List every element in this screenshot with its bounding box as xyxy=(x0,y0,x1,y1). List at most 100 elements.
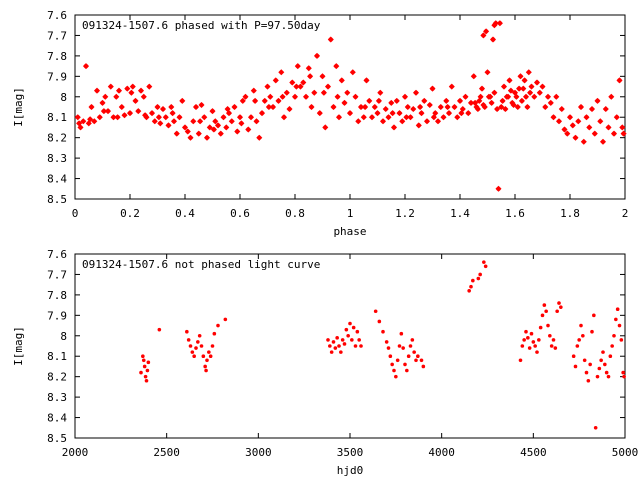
phased-data-point xyxy=(498,104,505,110)
phased-data-point xyxy=(415,122,422,129)
phased-data-point xyxy=(377,89,384,96)
phased-data-point xyxy=(105,108,111,115)
phased-data-point xyxy=(539,83,546,90)
phased-data-point xyxy=(527,89,534,96)
unphased-plot-frame xyxy=(74,253,626,439)
phased-data-point xyxy=(83,63,89,70)
unphased-x-tick-label: 2500 xyxy=(153,446,180,459)
unphased-data-point xyxy=(188,344,193,348)
phased-data-point xyxy=(591,130,598,137)
unphased-data-point xyxy=(355,329,360,334)
unphased-y-tick-label: 8.5 xyxy=(47,432,67,445)
phased-data-point xyxy=(360,114,367,121)
phased-data-point xyxy=(457,97,463,104)
phased-data-point xyxy=(380,118,386,125)
phased-data-point xyxy=(369,114,375,121)
phased-data-point xyxy=(197,118,204,125)
phased-data-point xyxy=(336,114,342,121)
phased-data-point xyxy=(583,114,590,121)
phased-data-point xyxy=(129,83,136,90)
unphased-data-point xyxy=(575,344,580,348)
phased-data-point xyxy=(534,79,540,86)
phased-data-point xyxy=(114,114,121,121)
phased-data-point xyxy=(349,69,356,76)
phased-data-point xyxy=(162,114,169,121)
phased-data-point xyxy=(413,89,419,96)
phased-data-point xyxy=(506,77,513,84)
unphased-data-point xyxy=(141,358,146,363)
unphased-data-point xyxy=(524,329,528,334)
phased-data-point xyxy=(169,110,176,117)
unphased-data-point xyxy=(329,350,334,354)
phased-data-point xyxy=(195,130,202,137)
unphased-data-point xyxy=(597,366,602,371)
phased-data-point xyxy=(430,114,437,121)
phased-data-point xyxy=(135,108,142,115)
phased-y-tick-label: 8.3 xyxy=(47,152,67,165)
unphased-data-point xyxy=(540,313,545,318)
unphased-data-point xyxy=(542,303,547,307)
phased-x-tick-label: 1 xyxy=(347,207,354,220)
phased-x-tick-label: 0 xyxy=(72,207,79,220)
phased-data-point xyxy=(399,118,406,125)
unphased-data-point xyxy=(520,344,525,348)
phased-data-point xyxy=(382,106,389,112)
phased-data-point xyxy=(215,122,221,129)
phased-data-point xyxy=(278,69,285,76)
phased-chart-title: 091324-1507.6 phased with P=97.50day xyxy=(82,19,321,32)
phased-data-point xyxy=(327,36,334,43)
phased-data-point xyxy=(259,110,265,117)
phased-data-point xyxy=(142,112,149,119)
phased-data-point xyxy=(396,110,403,117)
phased-y-tick-label: 7.8 xyxy=(47,50,67,63)
phased-data-point xyxy=(470,73,477,80)
phased-data-point xyxy=(494,106,501,112)
phased-data-point xyxy=(472,99,479,106)
phased-data-point xyxy=(344,89,351,96)
phased-data-point xyxy=(514,104,521,110)
phased-data-point xyxy=(151,118,158,125)
phased-data-point xyxy=(528,83,535,90)
phased-data-point xyxy=(404,104,411,110)
phased-data-point xyxy=(124,85,131,92)
phased-data-point xyxy=(355,118,362,125)
phased-data-point xyxy=(264,83,271,90)
phased-data-point xyxy=(341,99,348,106)
phased-data-point xyxy=(600,138,606,145)
unphased-data-point xyxy=(197,333,202,338)
unphased-data-point xyxy=(610,344,614,348)
phased-data-point xyxy=(488,99,495,106)
phased-data-point xyxy=(206,124,213,131)
phased-data-point xyxy=(410,106,417,112)
unphased-y-tick-label: 7.7 xyxy=(47,268,67,281)
phased-data-point xyxy=(100,108,107,115)
phased-data-point xyxy=(451,104,458,110)
phased-data-point xyxy=(168,104,175,110)
phased-data-point xyxy=(567,114,573,121)
unphased-data-point xyxy=(531,340,536,344)
phased-data-point xyxy=(435,118,441,125)
phased-x-tick-label: 1.2 xyxy=(395,207,415,220)
unphased-data-point xyxy=(377,319,382,324)
unphased-data-point xyxy=(208,354,213,359)
phased-light-curve-panel: 0 0.2 0.4 0.6 0.8 1 1.2 1.4 1.6 1.8 2 7.6 7.7 7.8 7.9 8… xyxy=(12,9,628,238)
unphased-data-point xyxy=(416,354,420,359)
unphased-y-tick-label: 8.2 xyxy=(47,371,67,384)
unphased-data-point xyxy=(386,346,391,350)
phased-y-tick-label: 8.4 xyxy=(47,173,67,186)
unphased-data-point xyxy=(212,331,217,336)
phased-data-point xyxy=(561,126,568,133)
phased-data-point xyxy=(265,104,272,110)
unphased-data-point xyxy=(586,378,591,383)
phased-data-point xyxy=(531,93,538,100)
phased-data-point xyxy=(495,185,502,192)
unphased-data-point xyxy=(526,336,530,340)
phased-data-point xyxy=(589,106,595,112)
unphased-y-tick-label: 8.3 xyxy=(47,391,67,404)
unphased-light-curve-panel: 2000 2500 3000 3500 4000 4500 5000 7.6 7.7 7.8 7.9… xyxy=(12,248,638,477)
phased-data-point xyxy=(234,128,241,135)
phased-data-point xyxy=(448,83,455,90)
phased-data-point xyxy=(325,83,331,90)
phased-data-point xyxy=(371,104,378,110)
phased-data-point xyxy=(391,124,397,131)
